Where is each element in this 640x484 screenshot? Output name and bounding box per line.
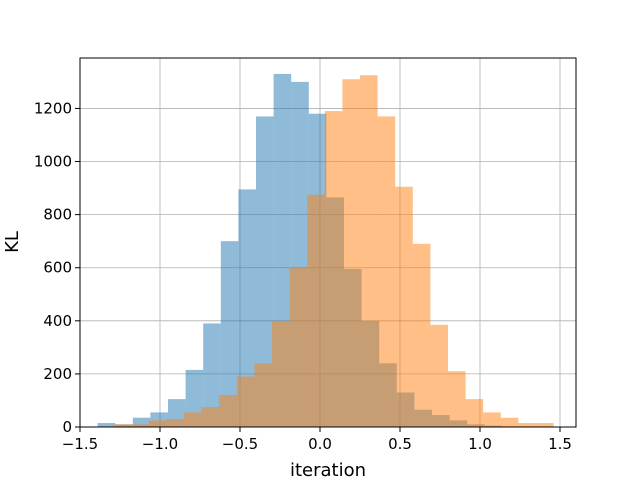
histogram-bar-series-2 bbox=[307, 194, 325, 427]
x-tick-label: −1.0 bbox=[142, 435, 178, 453]
histogram-bar-series-2 bbox=[184, 412, 202, 427]
y-tick-label: 400 bbox=[43, 312, 72, 330]
x-tick-label: 0.0 bbox=[308, 435, 332, 453]
histogram-bar-series-2 bbox=[236, 376, 255, 427]
histogram-bar-series-2 bbox=[201, 407, 220, 427]
histogram-bar-series-2 bbox=[430, 324, 448, 427]
histogram-bar-series-2 bbox=[360, 75, 378, 427]
histogram-bar-series-2 bbox=[289, 267, 308, 427]
y-tick-label: 0 bbox=[62, 418, 72, 436]
plot-frame bbox=[79, 57, 577, 428]
histogram-bar-series-2 bbox=[377, 116, 396, 427]
histogram-bar-series-2 bbox=[342, 79, 360, 427]
histogram-bar-series-2 bbox=[324, 111, 343, 427]
y-tick-label: 800 bbox=[43, 206, 72, 224]
histogram-bar-series-1 bbox=[132, 417, 151, 427]
x-tick-label: −0.5 bbox=[222, 435, 258, 453]
y-tick-label: 600 bbox=[43, 259, 72, 277]
x-tick-label: 1.0 bbox=[468, 435, 492, 453]
histogram-bar-series-2 bbox=[412, 243, 431, 427]
histogram-bar-series-2 bbox=[148, 420, 167, 427]
histogram-bar-series-1 bbox=[97, 423, 116, 427]
x-tick-label: −1.5 bbox=[62, 435, 98, 453]
histogram-bar-series-2 bbox=[219, 395, 237, 427]
axis-ticks: −1.5 −1.0 −0.5 0.0 0.5 1.0 1.5 0 200 400 600 800 100… bbox=[34, 99, 572, 453]
x-axis-label: iteration bbox=[290, 460, 366, 480]
histogram-bar-series-2 bbox=[395, 186, 413, 427]
histogram-bar-series-2 bbox=[518, 423, 536, 427]
histogram-bar-series-2 bbox=[131, 424, 149, 427]
histogram-bar-series-2 bbox=[113, 424, 132, 427]
x-tick-label: 1.5 bbox=[548, 435, 572, 453]
histogram-bar-series-2 bbox=[465, 399, 484, 427]
y-axis-label: KL bbox=[2, 231, 23, 253]
histogram-bar-series-1 bbox=[220, 241, 239, 427]
histogram-bars bbox=[97, 73, 554, 428]
y-tick-label: 1000 bbox=[34, 153, 72, 171]
histogram-bar-series-1 bbox=[203, 323, 221, 427]
histogram-bar-series-2 bbox=[254, 363, 272, 427]
y-tick-label: 200 bbox=[43, 365, 72, 383]
histogram-bar-series-2 bbox=[536, 423, 554, 427]
y-tick-label: 1200 bbox=[34, 99, 72, 117]
histogram-bar-series-2 bbox=[483, 412, 501, 427]
x-tick-label: 0.5 bbox=[388, 435, 412, 453]
histogram-bar-series-1 bbox=[256, 116, 274, 427]
histogram-bar-series-1 bbox=[238, 189, 256, 427]
histogram-bar-series-2 bbox=[448, 371, 466, 427]
histogram-bar-series-2 bbox=[500, 417, 519, 427]
histogram-bar-series-2 bbox=[272, 320, 290, 427]
histogram-bar-series-2 bbox=[166, 419, 184, 427]
